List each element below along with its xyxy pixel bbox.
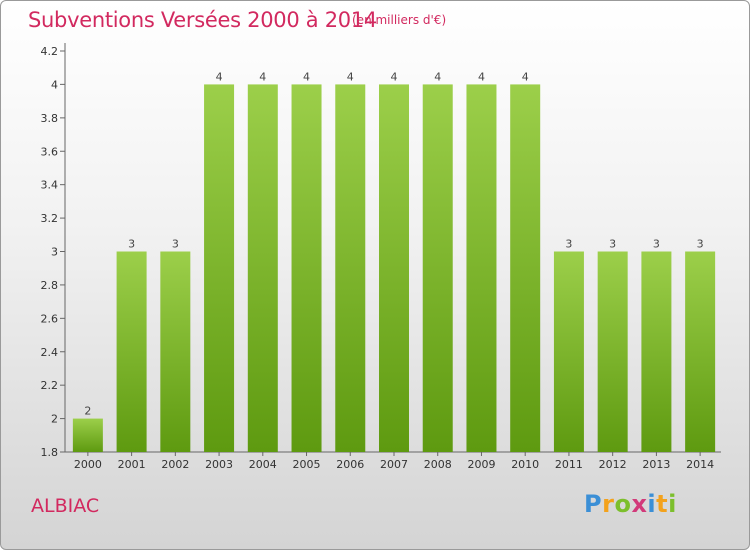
y-tick-label: 4.2: [41, 45, 59, 58]
bar-value-label: 3: [697, 238, 704, 251]
bar-2011: [553, 251, 584, 452]
y-tick-label: 1.8: [41, 446, 59, 459]
bar-value-label: 3: [128, 238, 135, 251]
y-tick-label: 2.4: [41, 346, 59, 359]
x-tick-label: 2013: [642, 458, 670, 471]
chart-title: Subventions Versées 2000 à 2014: [28, 8, 377, 32]
bar-2005: [291, 84, 322, 453]
bar-2012: [597, 251, 628, 452]
x-tick-label: 2011: [555, 458, 583, 471]
x-tick-label: 2006: [336, 458, 364, 471]
bar-2000: [72, 418, 103, 452]
x-tick-label: 2012: [599, 458, 627, 471]
x-tick-label: 2005: [293, 458, 321, 471]
y-tick-label: 2.6: [41, 312, 59, 325]
bar-value-label: 3: [653, 238, 660, 251]
bar-2013: [641, 251, 672, 452]
x-tick-label: 2008: [424, 458, 452, 471]
bar-2014: [685, 251, 716, 452]
y-tick-label: 2: [51, 413, 58, 426]
bar-value-label: 4: [347, 70, 354, 83]
chart-subtitle: (en milliers d'€): [352, 13, 447, 27]
bar-2006: [335, 84, 366, 453]
bar-2001: [116, 251, 147, 452]
bar-value-label: 4: [522, 70, 529, 83]
x-tick-label: 2000: [74, 458, 102, 471]
x-tick-label: 2010: [511, 458, 539, 471]
y-tick-label: 2.8: [41, 279, 59, 292]
y-tick-label: 4: [51, 78, 58, 91]
bar-2008: [422, 84, 453, 453]
bar-value-label: 4: [434, 70, 441, 83]
x-tick-label: 2009: [467, 458, 495, 471]
commune-name: ALBIAC: [31, 495, 100, 517]
bar-2009: [466, 84, 497, 453]
y-tick-label: 3.4: [41, 179, 59, 192]
bar-value-label: 4: [478, 70, 485, 83]
bar-value-label: 4: [303, 70, 310, 83]
bar-value-label: 3: [172, 238, 179, 251]
bar-2010: [510, 84, 541, 453]
y-tick-label: 3.6: [41, 145, 59, 158]
y-tick-label: 2.2: [41, 379, 59, 392]
x-tick-label: 2014: [686, 458, 714, 471]
proxiti-logo[interactable]: Proxiti: [584, 490, 677, 518]
y-tick-label: 3: [51, 246, 58, 259]
x-tick-label: 2007: [380, 458, 408, 471]
bar-2007: [379, 84, 409, 453]
y-tick-label: 3.2: [41, 212, 59, 225]
x-tick-label: 2002: [161, 458, 189, 471]
bar-2002: [160, 251, 191, 452]
bar-value-label: 3: [565, 238, 572, 251]
x-tick-label: 2001: [118, 458, 146, 471]
bar-2004: [247, 84, 278, 453]
bar-value-label: 4: [259, 70, 266, 83]
bar-value-label: 3: [609, 238, 616, 251]
bar-2003: [204, 84, 235, 453]
bar-value-label: 2: [84, 405, 91, 418]
y-tick-label: 3.8: [41, 112, 59, 125]
x-tick-label: 2004: [249, 458, 277, 471]
x-tick-label: 2003: [205, 458, 233, 471]
bar-value-label: 4: [391, 70, 398, 83]
bar-value-label: 4: [216, 70, 223, 83]
